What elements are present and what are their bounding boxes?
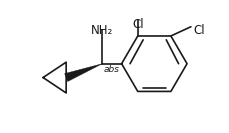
Polygon shape [65, 64, 102, 82]
Text: NH₂: NH₂ [91, 24, 114, 37]
Text: Cl: Cl [132, 18, 144, 30]
Text: abs: abs [104, 65, 120, 74]
Text: Cl: Cl [193, 24, 205, 37]
